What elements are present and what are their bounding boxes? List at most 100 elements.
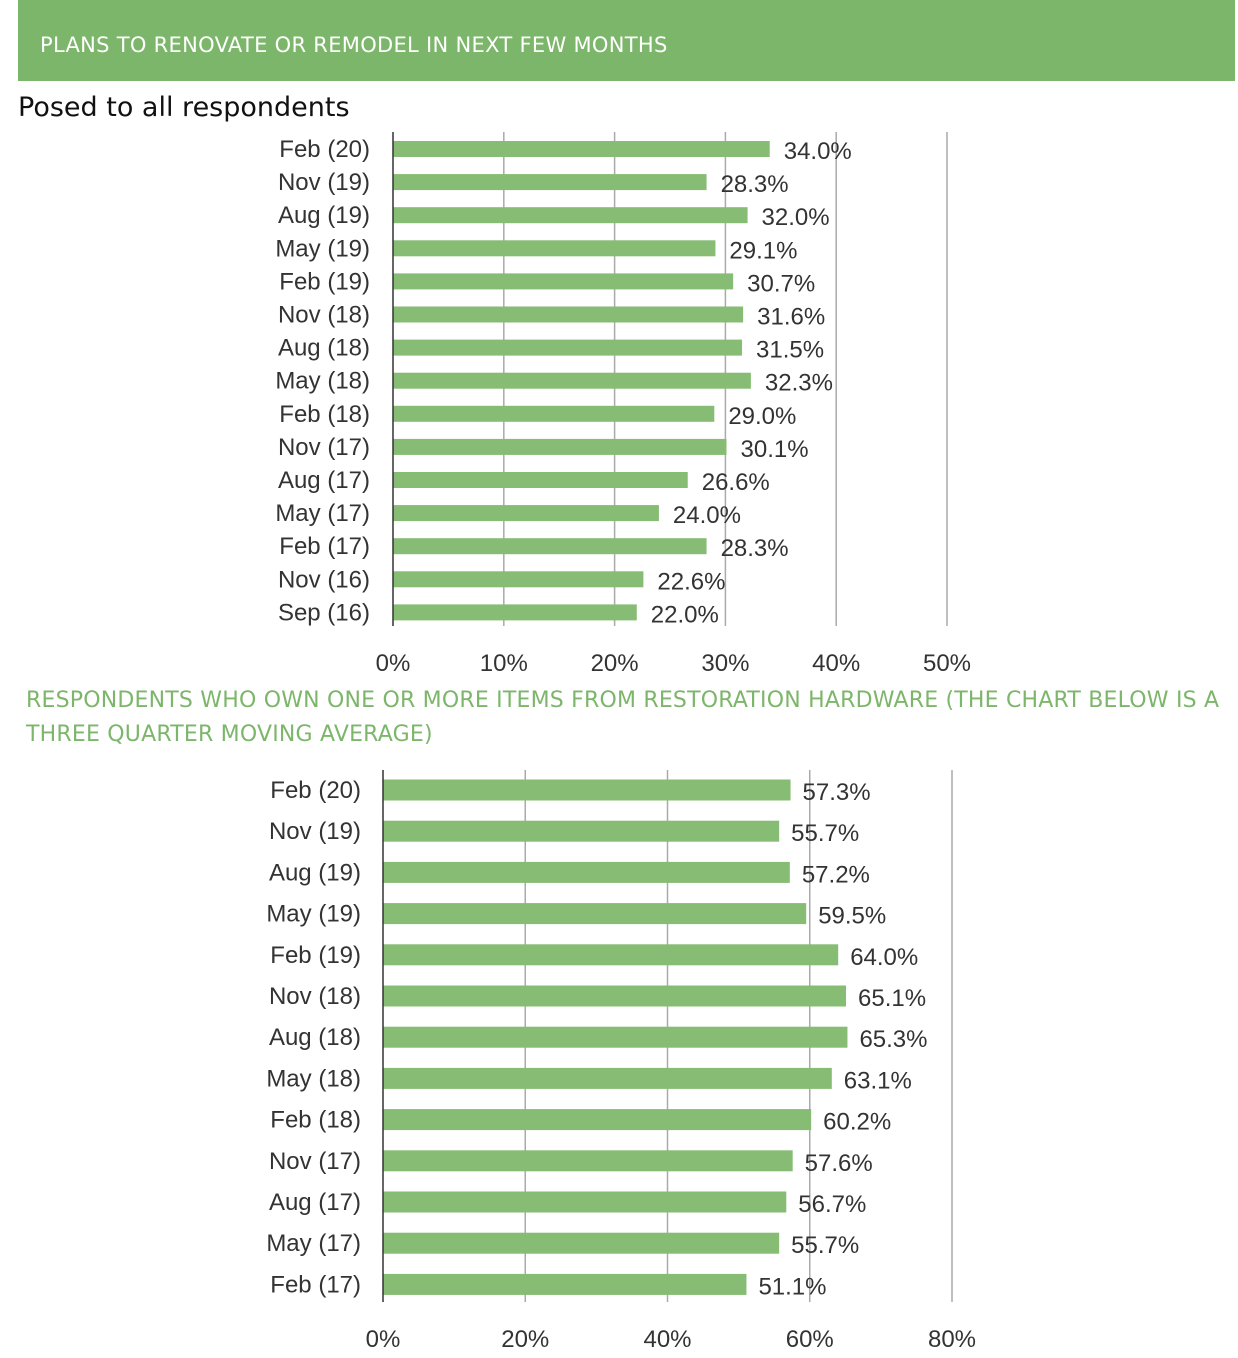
- chart2-category-label: May (19): [266, 901, 361, 928]
- chart1-bar: [393, 571, 644, 588]
- chart1-value-label: 22.6%: [657, 568, 725, 595]
- chart1-tick-label: 40%: [812, 650, 860, 677]
- chart2-category-label: May (17): [266, 1230, 361, 1257]
- chart2-bar: [383, 903, 807, 925]
- chart2-category-label: Feb (20): [270, 777, 361, 804]
- chart1-value-label: 24.0%: [673, 502, 741, 529]
- chart1-tick-label: 30%: [701, 650, 749, 677]
- chart1-category-label: Aug (17): [278, 467, 370, 494]
- renovate-plans-chart: Feb (20) 34.0% Nov (19) 28.3% Aug (19) 32.0% M…: [275, 132, 971, 677]
- chart2-value-label: 55.7%: [791, 820, 859, 847]
- chart2-category-label: Aug (19): [269, 859, 361, 886]
- chart1-bar: [393, 405, 715, 422]
- chart2-value-label: 60.2%: [823, 1109, 891, 1136]
- chart1-value-label: 28.3%: [721, 171, 789, 198]
- chart2-value-label: 51.1%: [758, 1273, 826, 1300]
- chart1-tick-label: 50%: [923, 650, 971, 677]
- chart2-bar: [383, 1191, 787, 1213]
- chart1-bar: [393, 472, 688, 488]
- chart1-category-label: Feb (18): [279, 401, 370, 428]
- chart1-bar: [393, 240, 716, 257]
- chart1-tick-label: 20%: [591, 650, 639, 677]
- chart1-category-label: May (18): [275, 368, 370, 395]
- chart1-bar: [393, 174, 707, 191]
- chart1-value-label: 32.3%: [765, 370, 833, 397]
- chart1-category-label: Sep (16): [278, 599, 370, 626]
- chart2-tick-label: 60%: [786, 1326, 834, 1353]
- chart1-bar: [393, 207, 748, 224]
- chart1-value-label: 28.3%: [721, 535, 789, 562]
- chart1-bar: [393, 141, 770, 157]
- chart2-bar: [383, 820, 780, 842]
- chart1-value-label: 22.0%: [651, 601, 719, 628]
- chart2-bar: [383, 1273, 747, 1295]
- header-bar: PLANS TO RENOVATE OR REMODEL IN NEXT FEW…: [18, 0, 1235, 81]
- chart2-value-label: 57.2%: [802, 861, 870, 888]
- chart1-value-label: 30.1%: [741, 436, 809, 463]
- chart1-category-label: Feb (19): [279, 268, 370, 295]
- chart1-bar: [393, 538, 707, 555]
- chart2-value-label: 57.6%: [805, 1150, 873, 1177]
- chart1-category-label: May (17): [275, 500, 370, 527]
- chart1-bar: [393, 306, 744, 323]
- chart1-value-label: 32.0%: [762, 204, 830, 231]
- chart2-value-label: 56.7%: [798, 1191, 866, 1218]
- chart1-value-label: 34.0%: [784, 138, 852, 165]
- chart2-value-label: 64.0%: [850, 944, 918, 971]
- chart1-bar: [393, 372, 751, 389]
- chart1-value-label: 31.6%: [757, 304, 825, 331]
- chart2-value-label: 63.1%: [844, 1067, 912, 1094]
- chart1-bar: [393, 339, 743, 356]
- chart2-value-label: 65.3%: [859, 1026, 927, 1053]
- chart1-category-label: May (19): [275, 235, 370, 262]
- chart2-bar: [383, 1232, 780, 1254]
- chart1-value-label: 29.1%: [729, 237, 797, 264]
- chart2-bar: [383, 985, 847, 1007]
- chart2-category-label: Aug (17): [269, 1189, 361, 1216]
- chart2-value-label: 59.5%: [818, 903, 886, 930]
- header-title: PLANS TO RENOVATE OR REMODEL IN NEXT FEW…: [40, 33, 668, 57]
- chart2-bar: [383, 944, 839, 966]
- chart1-category-label: Aug (19): [278, 202, 370, 229]
- chart2-bar: [383, 1067, 832, 1089]
- chart2-category-label: Feb (19): [270, 942, 361, 969]
- chart1-category-label: Feb (20): [279, 136, 370, 163]
- chart2-category-label: Nov (17): [269, 1148, 361, 1175]
- chart1-category-label: Nov (18): [278, 302, 370, 329]
- chart2-bar: [383, 779, 791, 801]
- chart2-category-label: Aug (18): [269, 1024, 361, 1051]
- chart2-category-label: May (18): [266, 1065, 361, 1092]
- chart1-tick-label: 0%: [376, 650, 411, 677]
- chart2-bar: [383, 1109, 812, 1131]
- section2-title: RESPONDENTS WHO OWN ONE OR MORE ITEMS FR…: [26, 688, 1220, 747]
- chart1-category-label: Aug (18): [278, 335, 370, 362]
- chart1-value-label: 30.7%: [747, 270, 815, 297]
- chart1-bar: [393, 604, 637, 621]
- chart2-value-label: 65.1%: [858, 985, 926, 1012]
- chart1-category-label: Feb (17): [279, 533, 370, 560]
- chart2-bar: [383, 1026, 848, 1048]
- chart2-bar: [383, 861, 790, 883]
- chart2-category-label: Feb (17): [270, 1271, 361, 1298]
- chart2-tick-label: 40%: [643, 1326, 691, 1353]
- chart1-category-label: Nov (19): [278, 169, 370, 196]
- chart1-value-label: 26.6%: [702, 469, 770, 496]
- chart2-tick-label: 20%: [501, 1326, 549, 1353]
- chart2-value-label: 55.7%: [791, 1232, 859, 1259]
- chart2-value-label: 57.3%: [803, 779, 871, 806]
- chart2-category-label: Nov (19): [269, 818, 361, 845]
- chart1-category-label: Nov (16): [278, 566, 370, 593]
- chart1-tick-label: 10%: [480, 650, 528, 677]
- chart1-subtitle: Posed to all respondents: [18, 92, 350, 123]
- chart2-tick-label: 80%: [928, 1326, 976, 1353]
- chart1-value-label: 29.0%: [728, 403, 796, 430]
- chart2-category-label: Nov (18): [269, 983, 361, 1010]
- chart2-category-label: Feb (18): [270, 1107, 361, 1134]
- chart2-bar: [383, 1150, 793, 1172]
- chart1-value-label: 31.5%: [756, 337, 824, 364]
- chart2-tick-label: 0%: [366, 1326, 401, 1353]
- chart1-bar: [393, 505, 659, 522]
- chart1-bar: [393, 273, 734, 290]
- chart1-bar: [393, 438, 727, 455]
